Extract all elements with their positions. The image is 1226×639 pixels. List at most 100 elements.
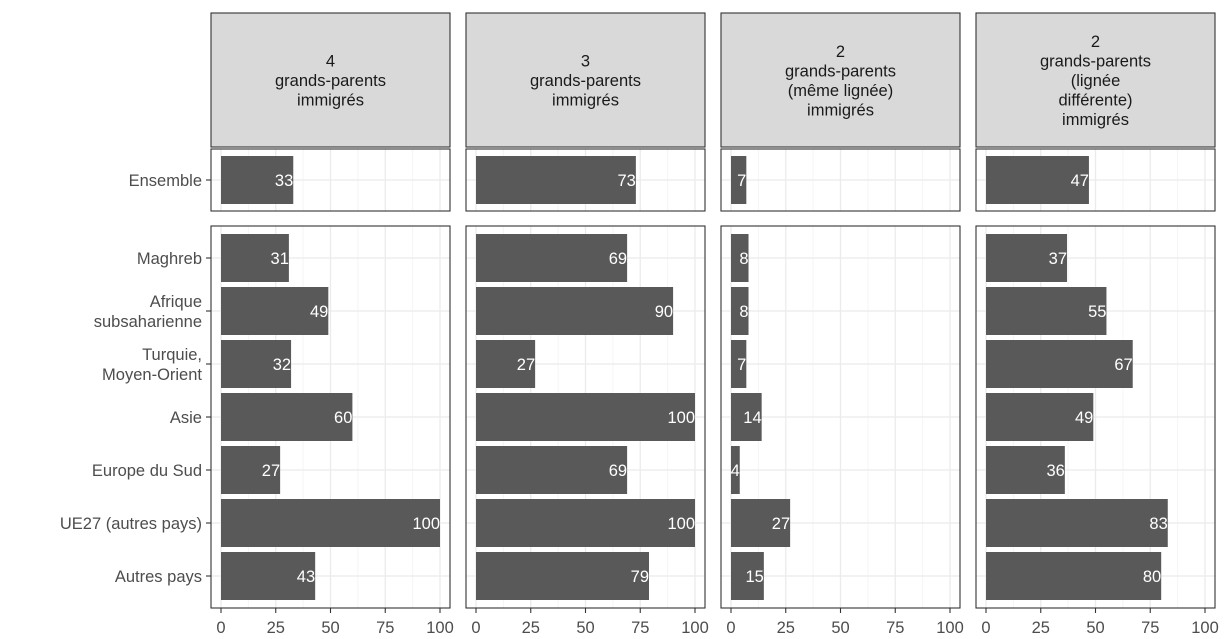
bar-value-label: 37: [1049, 250, 1067, 268]
x-tick-label: 25: [522, 619, 540, 637]
facet-title-line: 3: [581, 53, 590, 71]
bar-value-label: 79: [631, 568, 649, 586]
bar: [986, 552, 1162, 600]
facet-title-line: grands-parents: [1040, 53, 1151, 71]
y-tick-label-line: Ensemble: [129, 172, 202, 190]
facet-title-line: immigrés: [807, 101, 874, 119]
y-tick-label: UE27 (autres pays): [60, 515, 202, 533]
bar-value-label: 100: [667, 515, 695, 533]
bar-value-label: 4: [731, 462, 740, 480]
bar: [986, 499, 1168, 547]
y-tick-label: Turquie, Moyen-Orient: [102, 346, 202, 384]
facet-title: 4 grands-parents immigrés: [275, 53, 386, 110]
bar: [476, 393, 695, 441]
bar: [221, 393, 353, 441]
y-tick-label-line: subsaharienne: [94, 313, 202, 331]
facet-title-line: grands-parents: [785, 62, 896, 80]
facet-title: 2 grands-parents (lignée différente) immigré…: [1040, 33, 1151, 129]
bar-value-label: 55: [1088, 303, 1106, 321]
bar: [221, 552, 316, 600]
x-tick-label: 0: [216, 619, 225, 637]
bar: [731, 393, 762, 441]
y-tick-label: Asie: [170, 409, 202, 427]
y-tick-label-line: Maghreb: [137, 250, 202, 268]
facet-title-line: (même lignée): [788, 82, 893, 100]
bar-value-label: 7: [737, 172, 746, 190]
bar: [476, 446, 628, 494]
bar-value-label: 80: [1143, 568, 1161, 586]
facet-strip: [210, 12, 451, 148]
bar-value-label: 43: [297, 568, 315, 586]
bar-value-label: 32: [273, 356, 291, 374]
bar: [731, 234, 749, 282]
bar: [476, 287, 674, 335]
x-tick-label: 25: [267, 619, 285, 637]
facet-title-line: immigrés: [297, 92, 364, 110]
x-tick-label: 25: [777, 619, 795, 637]
bar-value-label: 49: [310, 303, 328, 321]
facet-title-line: grands-parents: [530, 72, 641, 90]
y-tick-label: Autres pays: [115, 568, 202, 586]
bar: [476, 156, 636, 204]
y-tick-label-line: Moyen-Orient: [102, 366, 202, 384]
bar-value-label: 60: [334, 409, 352, 427]
facet-title: 3 grands-parents immigrés: [530, 53, 641, 110]
bar: [221, 287, 329, 335]
y-tick-label: Ensemble: [129, 172, 202, 190]
bar-value-label: 15: [745, 568, 763, 586]
bar-value-label: 100: [412, 515, 440, 533]
y-tick-label-line: Afrique: [150, 293, 202, 311]
bar: [221, 156, 294, 204]
bar: [986, 156, 1089, 204]
panel-border: [720, 148, 961, 212]
y-tick-label: Maghreb: [137, 250, 202, 268]
bar-value-label: 31: [271, 250, 289, 268]
bar-value-label: 8: [739, 303, 748, 321]
bar: [221, 234, 289, 282]
bar-value-label: 49: [1075, 409, 1093, 427]
bar: [986, 287, 1107, 335]
bar-value-label: 69: [609, 250, 627, 268]
x-tick-label: 75: [886, 619, 904, 637]
bar-value-label: 33: [275, 172, 293, 190]
bar: [476, 552, 650, 600]
bar: [731, 287, 749, 335]
bar-value-label: 36: [1046, 462, 1064, 480]
panel-border: [975, 148, 1216, 212]
x-tick-label: 100: [936, 619, 964, 637]
bar: [476, 234, 628, 282]
bar: [986, 393, 1094, 441]
bar: [221, 446, 281, 494]
bar-value-label: 7: [737, 356, 746, 374]
facet-title-line: immigrés: [552, 92, 619, 110]
facet-strip: [720, 12, 961, 148]
x-tick-label: 0: [471, 619, 480, 637]
bar: [476, 340, 536, 388]
bar-value-label: 90: [655, 303, 673, 321]
x-tick-label: 0: [981, 619, 990, 637]
bar: [986, 446, 1065, 494]
bar-value-label: 69: [609, 462, 627, 480]
x-tick-label: 100: [1191, 619, 1219, 637]
bar: [221, 499, 440, 547]
bar: [221, 340, 292, 388]
facet-title-line: immigrés: [1062, 111, 1129, 129]
bar-value-label: 83: [1149, 515, 1167, 533]
facet-strip: [465, 12, 706, 148]
facet-title-line: 2: [836, 43, 845, 61]
x-tick-label: 0: [726, 619, 735, 637]
bar-value-label: 47: [1071, 172, 1089, 190]
bar-value-label: 100: [667, 409, 695, 427]
facet-strip: [975, 12, 1216, 148]
y-tick-label-line: Asie: [170, 409, 202, 427]
y-tick-label-line: Europe du Sud: [92, 462, 202, 480]
panel-border: [465, 148, 706, 212]
x-tick-label: 25: [1032, 619, 1050, 637]
y-tick-label-line: Turquie,: [142, 346, 202, 364]
y-tick-label-line: UE27 (autres pays): [60, 515, 202, 533]
facet-title-line: grands-parents: [275, 72, 386, 90]
facet-title-line: 2: [1091, 33, 1100, 51]
x-tick-label: 75: [376, 619, 394, 637]
x-tick-label: 75: [1141, 619, 1159, 637]
x-tick-label: 50: [1086, 619, 1104, 637]
